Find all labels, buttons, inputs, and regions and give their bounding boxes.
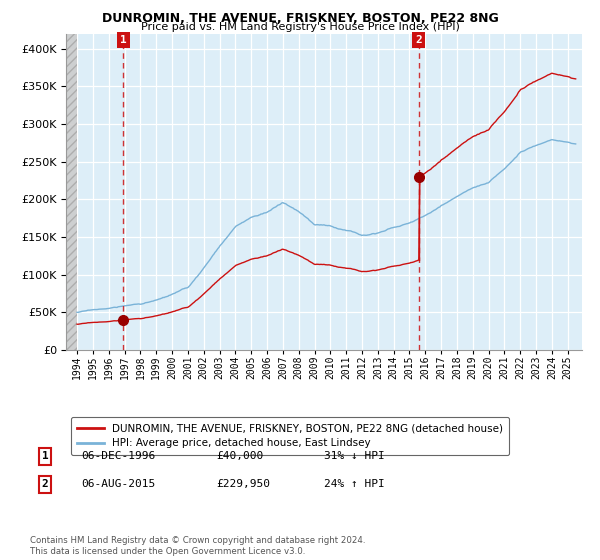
Text: £229,950: £229,950 xyxy=(216,479,270,489)
Text: 1: 1 xyxy=(41,451,49,461)
Text: Contains HM Land Registry data © Crown copyright and database right 2024.
This d: Contains HM Land Registry data © Crown c… xyxy=(30,536,365,556)
Text: 2: 2 xyxy=(41,479,49,489)
Legend: DUNROMIN, THE AVENUE, FRISKNEY, BOSTON, PE22 8NG (detached house), HPI: Average : DUNROMIN, THE AVENUE, FRISKNEY, BOSTON, … xyxy=(71,417,509,455)
Text: DUNROMIN, THE AVENUE, FRISKNEY, BOSTON, PE22 8NG: DUNROMIN, THE AVENUE, FRISKNEY, BOSTON, … xyxy=(101,12,499,25)
Text: 06-DEC-1996: 06-DEC-1996 xyxy=(81,451,155,461)
Bar xyxy=(66,34,77,350)
Text: 06-AUG-2015: 06-AUG-2015 xyxy=(81,479,155,489)
Text: 2: 2 xyxy=(416,35,422,45)
Text: 31% ↓ HPI: 31% ↓ HPI xyxy=(324,451,385,461)
Text: £40,000: £40,000 xyxy=(216,451,263,461)
Text: 1: 1 xyxy=(120,35,127,45)
Text: Price paid vs. HM Land Registry's House Price Index (HPI): Price paid vs. HM Land Registry's House … xyxy=(140,22,460,32)
Text: 24% ↑ HPI: 24% ↑ HPI xyxy=(324,479,385,489)
